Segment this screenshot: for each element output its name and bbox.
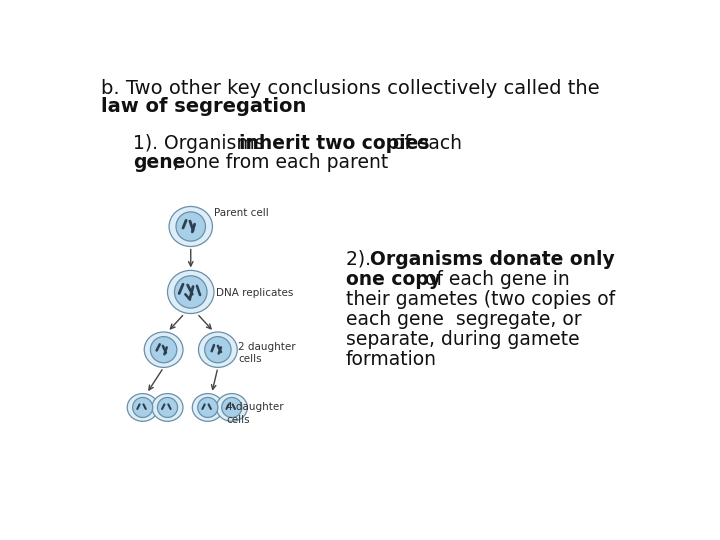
- Circle shape: [204, 336, 231, 363]
- Text: 4 daughter
cells: 4 daughter cells: [226, 402, 284, 425]
- Text: their gametes (two copies of: their gametes (two copies of: [346, 289, 615, 309]
- Circle shape: [198, 397, 218, 417]
- Ellipse shape: [127, 394, 158, 421]
- Text: each gene  segregate, or: each gene segregate, or: [346, 309, 581, 329]
- Ellipse shape: [216, 394, 248, 421]
- Text: DNA replicates: DNA replicates: [215, 288, 293, 299]
- Text: , one from each parent: , one from each parent: [174, 153, 389, 172]
- Ellipse shape: [144, 332, 183, 367]
- Text: one copy: one copy: [346, 269, 441, 288]
- Circle shape: [150, 336, 177, 363]
- Circle shape: [222, 397, 242, 417]
- Ellipse shape: [192, 394, 223, 421]
- Ellipse shape: [169, 206, 212, 247]
- Ellipse shape: [168, 271, 214, 314]
- Ellipse shape: [199, 332, 238, 367]
- Text: formation: formation: [346, 350, 437, 369]
- Text: Parent cell: Parent cell: [214, 208, 269, 218]
- Text: gene: gene: [132, 153, 185, 172]
- Text: of each: of each: [387, 134, 462, 153]
- Text: Organisms donate only: Organisms donate only: [370, 249, 615, 268]
- Text: 2).: 2).: [346, 249, 377, 268]
- Ellipse shape: [152, 394, 183, 421]
- Text: inherit two copies: inherit two copies: [239, 134, 430, 153]
- Text: of each gene in: of each gene in: [419, 269, 570, 288]
- Text: separate, during gamete: separate, during gamete: [346, 330, 580, 349]
- Circle shape: [158, 397, 178, 417]
- Text: 1). Organisms: 1). Organisms: [132, 134, 270, 153]
- Text: b. Two other key conclusions collectively called the: b. Two other key conclusions collectivel…: [101, 79, 600, 98]
- Circle shape: [174, 276, 207, 308]
- Circle shape: [176, 212, 205, 241]
- Text: law of segregation: law of segregation: [101, 97, 306, 116]
- Text: 2 daughter
cells: 2 daughter cells: [238, 342, 296, 364]
- Circle shape: [132, 397, 153, 417]
